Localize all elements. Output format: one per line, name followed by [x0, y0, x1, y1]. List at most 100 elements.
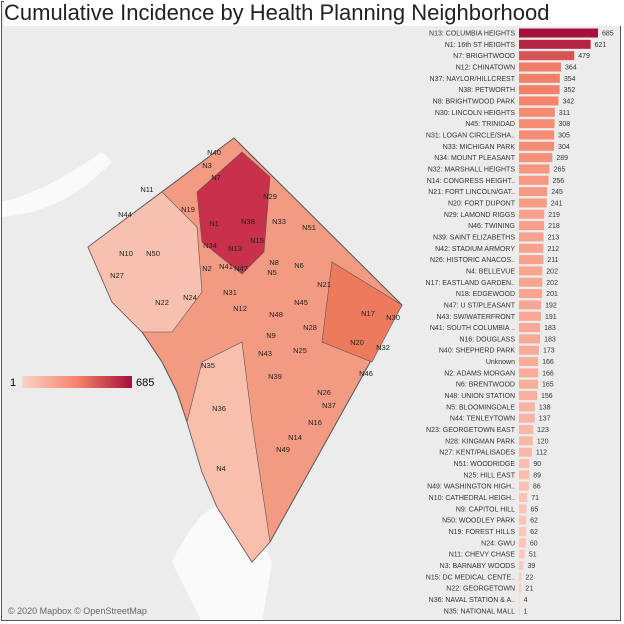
- bar[interactable]: [519, 470, 530, 480]
- bar-label: N31: LOGAN CIRCLE/SHA..: [426, 132, 515, 139]
- bar[interactable]: [519, 583, 522, 593]
- bar[interactable]: [519, 277, 543, 287]
- bar[interactable]: [519, 379, 539, 389]
- bar[interactable]: [519, 289, 543, 299]
- map-label: N47: [234, 264, 248, 273]
- bar-value: 311: [559, 110, 570, 117]
- bar-value: 21: [525, 586, 533, 593]
- bar-label: N37: NAYLOR/HILLCREST: [430, 76, 516, 83]
- bar-value: 183: [544, 336, 556, 343]
- bar[interactable]: [519, 232, 544, 242]
- bar-label: N7: BRIGHTWOOD: [453, 53, 515, 60]
- region-south-west: [186, 341, 271, 563]
- bar-value: 289: [556, 155, 568, 162]
- bar[interactable]: [519, 549, 525, 559]
- bar[interactable]: [519, 368, 539, 378]
- bar[interactable]: [519, 357, 539, 367]
- bar[interactable]: [519, 51, 575, 61]
- map-label: N34: [203, 241, 217, 250]
- bar-value: 62: [530, 518, 538, 525]
- bar[interactable]: [519, 164, 550, 174]
- bar[interactable]: [519, 345, 539, 355]
- map-label: N4: [216, 464, 226, 473]
- map-label: N38: [241, 217, 255, 226]
- bar[interactable]: [519, 187, 548, 197]
- bar[interactable]: [519, 413, 535, 423]
- bar-value: 62: [530, 529, 538, 536]
- bar[interactable]: [519, 153, 553, 163]
- bar-label: N3: BARNABY WOODS: [440, 563, 516, 570]
- legend-max: 685: [136, 377, 155, 389]
- bar[interactable]: [519, 73, 560, 83]
- bar-value: 138: [539, 404, 551, 411]
- bar[interactable]: [519, 107, 555, 117]
- bar-label: N2: ADAMS MORGAN: [444, 370, 515, 377]
- bar-value: 51: [529, 552, 537, 559]
- bar-label: N47: U ST/PLEASANT: [444, 302, 516, 309]
- bar[interactable]: [519, 447, 532, 457]
- bar[interactable]: [519, 391, 537, 401]
- bar[interactable]: [519, 493, 528, 503]
- map-label: N37: [322, 401, 336, 410]
- bar-value: 192: [545, 302, 557, 309]
- bar-value: 191: [545, 314, 557, 321]
- bar-value: 156: [541, 393, 553, 400]
- bar-label: N38: PETWORTH: [458, 87, 515, 94]
- bar-label: N43: SW/WATERFRONT: [436, 314, 515, 321]
- bar[interactable]: [519, 572, 522, 582]
- bar-label: N35: NATIONAL MALL: [444, 608, 515, 615]
- bar-label: N22: GEORGETOWN: [446, 586, 515, 593]
- bar[interactable]: [519, 595, 520, 604]
- bar-value: 305: [558, 132, 570, 139]
- bar[interactable]: [519, 436, 533, 446]
- bar-value: 245: [551, 189, 563, 196]
- bar[interactable]: [519, 62, 561, 72]
- bar[interactable]: [519, 141, 555, 151]
- bar[interactable]: [519, 402, 535, 412]
- map-label: N30: [386, 313, 400, 322]
- bar-value: 166: [542, 359, 554, 366]
- bar[interactable]: [519, 96, 559, 106]
- bar-value: 137: [539, 416, 551, 423]
- bar[interactable]: [519, 538, 526, 548]
- bar[interactable]: [519, 198, 547, 208]
- bar[interactable]: [519, 130, 555, 140]
- bar[interactable]: [519, 561, 524, 571]
- bar[interactable]: [519, 266, 543, 276]
- map-label: N14: [288, 433, 302, 442]
- bar-label: N4: BELLEVUE: [466, 268, 515, 275]
- bar[interactable]: [519, 209, 545, 219]
- bar[interactable]: [519, 243, 544, 253]
- map-label: N20: [350, 338, 364, 347]
- bar-value: 1: [524, 608, 528, 615]
- bar[interactable]: [519, 311, 542, 321]
- bar[interactable]: [519, 459, 530, 469]
- bar[interactable]: [519, 334, 541, 344]
- bar[interactable]: [519, 255, 544, 265]
- bar[interactable]: [519, 515, 527, 525]
- bar[interactable]: [519, 323, 541, 333]
- bar[interactable]: [519, 425, 534, 435]
- bar[interactable]: [519, 39, 591, 49]
- bar-value: 112: [536, 450, 547, 457]
- bar[interactable]: [519, 606, 520, 616]
- bar[interactable]: [519, 175, 549, 185]
- bar-label: Unknown: [486, 359, 515, 366]
- bar[interactable]: [519, 527, 527, 537]
- bar[interactable]: [519, 221, 545, 231]
- bar[interactable]: [519, 481, 529, 491]
- bar[interactable]: [519, 85, 560, 95]
- map-label: N13: [228, 244, 242, 253]
- bar[interactable]: [519, 119, 555, 129]
- map-label: N31: [223, 288, 237, 297]
- bar[interactable]: [519, 300, 542, 310]
- bar-value: 308: [559, 121, 571, 128]
- bar-value: 71: [531, 495, 539, 502]
- bar[interactable]: [519, 28, 598, 38]
- bar[interactable]: [519, 504, 527, 514]
- map-label: N22: [155, 298, 169, 307]
- map-credit[interactable]: © 2020 Mapbox © OpenStreetMap: [8, 606, 147, 616]
- bar-value: 213: [548, 234, 560, 241]
